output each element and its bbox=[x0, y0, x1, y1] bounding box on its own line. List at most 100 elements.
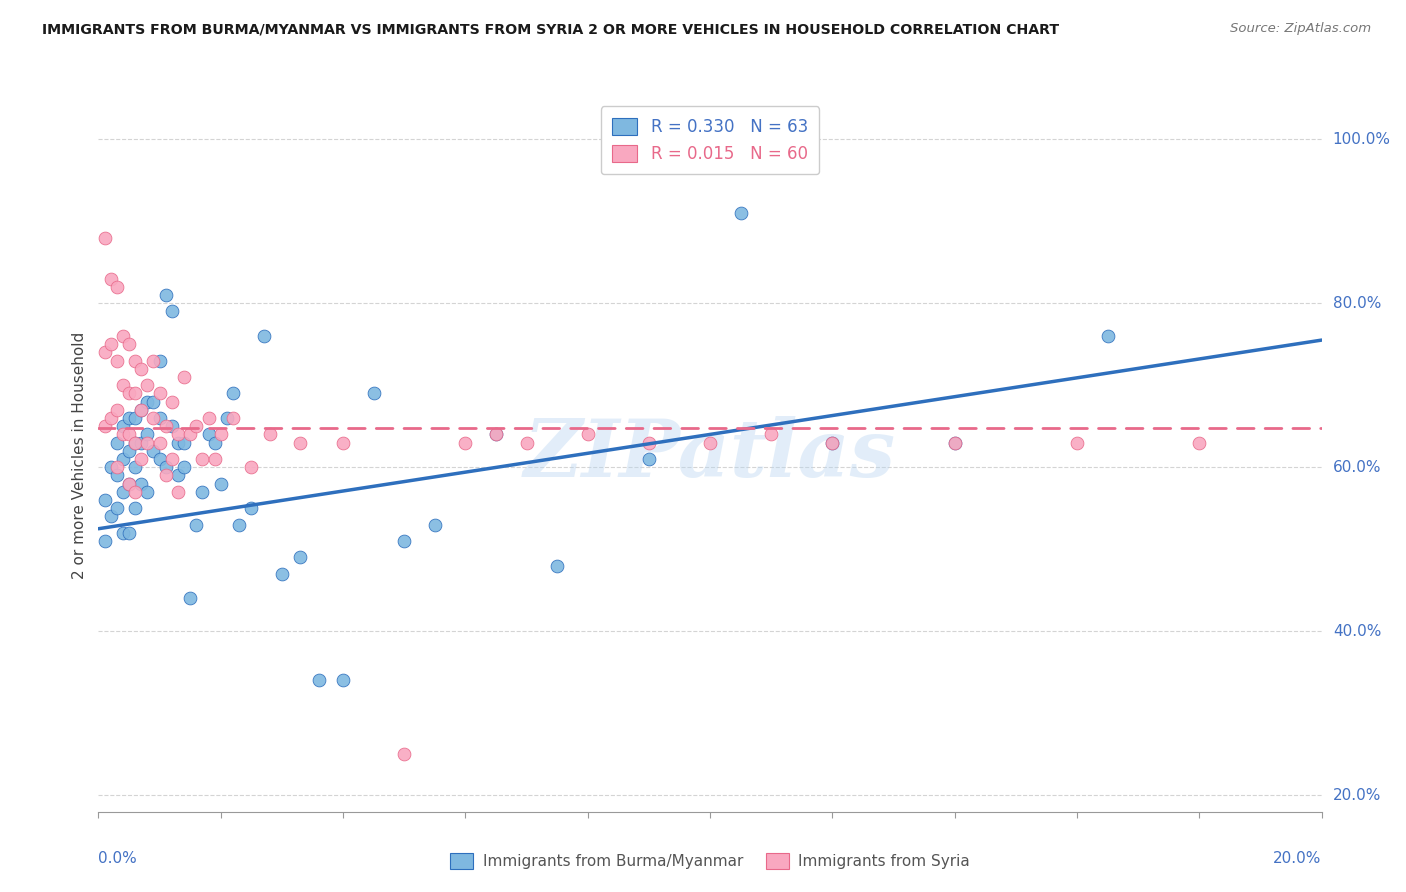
Point bbox=[576, 427, 599, 442]
Point bbox=[259, 427, 281, 442]
Point bbox=[821, 435, 844, 450]
Point bbox=[485, 427, 508, 442]
Text: IMMIGRANTS FROM BURMA/MYANMAR VS IMMIGRANTS FROM SYRIA 2 OR MORE VEHICLES IN HOU: IMMIGRANTS FROM BURMA/MYANMAR VS IMMIGRA… bbox=[42, 22, 1059, 37]
Point bbox=[209, 476, 232, 491]
Point bbox=[111, 525, 134, 540]
Point bbox=[186, 419, 208, 434]
Point bbox=[160, 419, 183, 434]
Point bbox=[167, 484, 190, 499]
Point bbox=[118, 427, 141, 442]
Point bbox=[160, 452, 183, 467]
Point bbox=[111, 378, 134, 392]
Point bbox=[155, 288, 177, 302]
Point bbox=[546, 558, 568, 573]
Point bbox=[93, 230, 115, 244]
Point bbox=[149, 386, 172, 401]
Point bbox=[186, 517, 208, 532]
Point bbox=[93, 493, 115, 508]
Point bbox=[252, 329, 274, 343]
Point bbox=[118, 411, 141, 425]
Text: 40.0%: 40.0% bbox=[1333, 624, 1381, 639]
Point bbox=[160, 304, 183, 318]
Point bbox=[129, 452, 152, 467]
Text: 20.0%: 20.0% bbox=[1333, 788, 1381, 803]
Point bbox=[100, 411, 122, 425]
Point bbox=[423, 517, 446, 532]
Point bbox=[93, 345, 115, 359]
Point bbox=[105, 279, 128, 293]
Point bbox=[149, 435, 172, 450]
Point bbox=[105, 435, 128, 450]
Point bbox=[179, 591, 201, 606]
Point bbox=[167, 468, 190, 483]
Point bbox=[111, 419, 134, 434]
Point bbox=[142, 411, 165, 425]
Point bbox=[637, 435, 661, 450]
Point bbox=[100, 271, 122, 285]
Point bbox=[136, 394, 159, 409]
Point bbox=[270, 566, 292, 581]
Point bbox=[308, 673, 330, 688]
Point bbox=[173, 370, 195, 384]
Point bbox=[124, 435, 146, 450]
Point bbox=[1097, 329, 1119, 343]
Point bbox=[943, 435, 966, 450]
Text: 80.0%: 80.0% bbox=[1333, 295, 1381, 310]
Point bbox=[222, 411, 245, 425]
Point bbox=[167, 435, 190, 450]
Point bbox=[197, 427, 219, 442]
Point bbox=[204, 452, 226, 467]
Point bbox=[155, 468, 177, 483]
Point bbox=[173, 435, 195, 450]
Point bbox=[332, 673, 354, 688]
Point bbox=[392, 747, 416, 762]
Point bbox=[142, 443, 165, 458]
Point bbox=[124, 353, 146, 368]
Point bbox=[821, 435, 844, 450]
Point bbox=[160, 394, 183, 409]
Point bbox=[124, 386, 146, 401]
Point bbox=[105, 353, 128, 368]
Point bbox=[111, 484, 134, 499]
Point bbox=[179, 427, 201, 442]
Point bbox=[204, 435, 226, 450]
Point bbox=[215, 411, 238, 425]
Point bbox=[173, 460, 195, 475]
Text: Source: ZipAtlas.com: Source: ZipAtlas.com bbox=[1230, 22, 1371, 36]
Point bbox=[124, 484, 146, 499]
Point bbox=[111, 329, 134, 343]
Point bbox=[93, 534, 115, 549]
Point bbox=[118, 476, 141, 491]
Text: 20.0%: 20.0% bbox=[1274, 851, 1322, 865]
Point bbox=[105, 501, 128, 516]
Point bbox=[129, 476, 152, 491]
Point bbox=[124, 435, 146, 450]
Point bbox=[136, 378, 159, 392]
Point bbox=[454, 435, 477, 450]
Point bbox=[142, 394, 165, 409]
Point bbox=[118, 525, 141, 540]
Point bbox=[124, 411, 146, 425]
Point bbox=[129, 361, 152, 376]
Point bbox=[111, 452, 134, 467]
Point bbox=[332, 435, 354, 450]
Point bbox=[197, 411, 219, 425]
Point bbox=[149, 411, 172, 425]
Point bbox=[100, 509, 122, 524]
Point bbox=[118, 476, 141, 491]
Point bbox=[149, 353, 172, 368]
Point bbox=[105, 468, 128, 483]
Text: 0.0%: 0.0% bbox=[98, 851, 138, 865]
Point bbox=[290, 550, 312, 565]
Point bbox=[105, 402, 128, 417]
Point bbox=[209, 427, 232, 442]
Text: ZIPatlas: ZIPatlas bbox=[524, 417, 896, 493]
Point bbox=[93, 419, 115, 434]
Point bbox=[136, 484, 159, 499]
Point bbox=[155, 419, 177, 434]
Point bbox=[363, 386, 385, 401]
Y-axis label: 2 or more Vehicles in Household: 2 or more Vehicles in Household bbox=[72, 331, 87, 579]
Point bbox=[129, 435, 152, 450]
Point bbox=[222, 386, 245, 401]
Point bbox=[485, 427, 508, 442]
